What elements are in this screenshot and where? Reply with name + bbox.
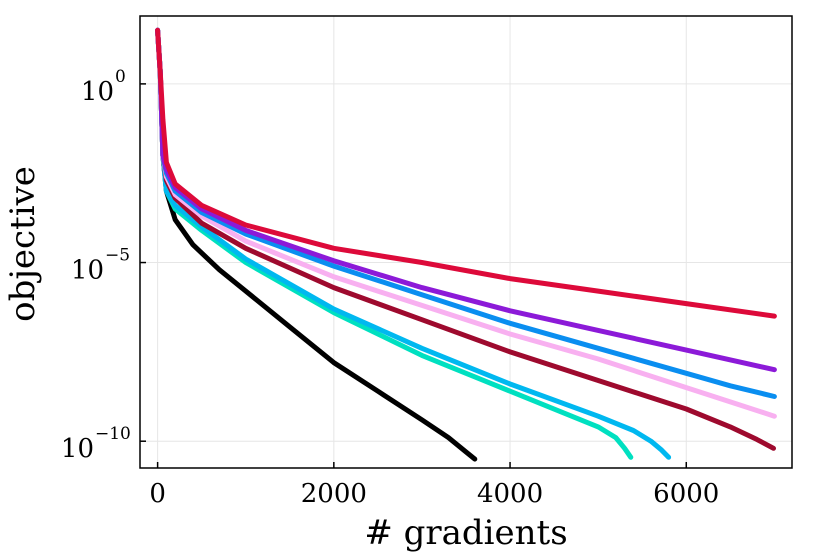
x-tick-label-2: 4000 — [477, 479, 543, 509]
series-layer — [155, 27, 777, 462]
plot-frame — [139, 15, 793, 469]
y-tick-label-1: 10 −5 — [71, 246, 130, 286]
series-pink — [155, 27, 777, 419]
y-tick-label-2: 10 −10 — [61, 424, 131, 464]
x-tick-label-3: 6000 — [653, 479, 719, 509]
x-tick-label-0: 0 — [149, 479, 166, 509]
series-red — [155, 27, 777, 319]
y-axis-title: objective — [3, 166, 43, 322]
y-tick-exponent: 0 — [115, 67, 126, 87]
y-tick-label-0: 10 0 — [81, 67, 126, 107]
x-tick-label-1: 2000 — [301, 479, 367, 509]
series-purple — [155, 27, 777, 373]
axis-ticks — [140, 83, 688, 468]
y-tick-base: 10 — [61, 434, 94, 464]
y-tick-exponent: −10 — [95, 424, 131, 444]
series-blue — [155, 27, 777, 399]
x-axis-title: # gradients — [364, 513, 567, 553]
y-tick-base: 10 — [81, 77, 114, 107]
y-tick-base: 10 — [71, 256, 104, 286]
y-tick-exponent: −5 — [105, 246, 130, 266]
